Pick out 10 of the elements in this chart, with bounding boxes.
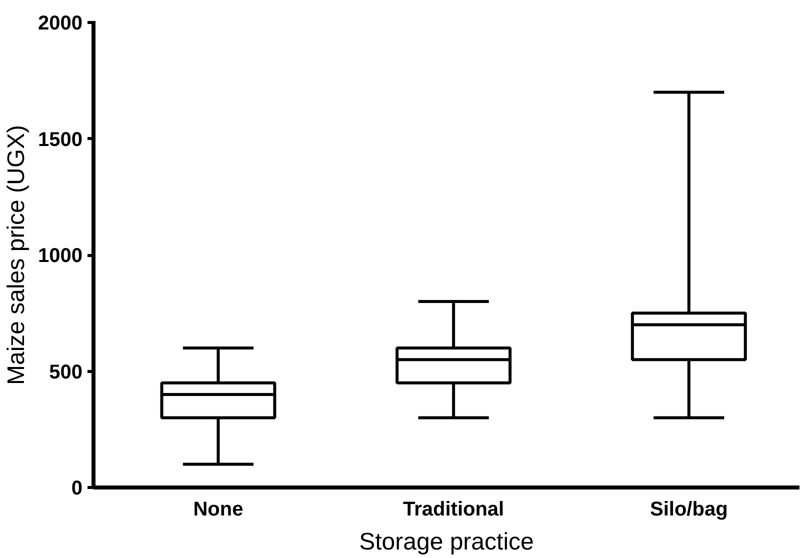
y-tick-label: 1000 (38, 245, 83, 267)
y-tick-label: 0 (71, 478, 82, 500)
x-tick-label: None (193, 498, 244, 520)
x-tick-label: Traditional (403, 498, 504, 520)
x-axis-title: Storage practice (359, 528, 534, 556)
y-tick-label: 2000 (38, 12, 83, 34)
y-axis-title: Maize sales price (UGX) (3, 124, 30, 386)
x-tick-label: Silo/bag (650, 498, 728, 520)
y-tick-label: 1500 (38, 128, 83, 151)
y-tick-label: 500 (49, 361, 83, 384)
